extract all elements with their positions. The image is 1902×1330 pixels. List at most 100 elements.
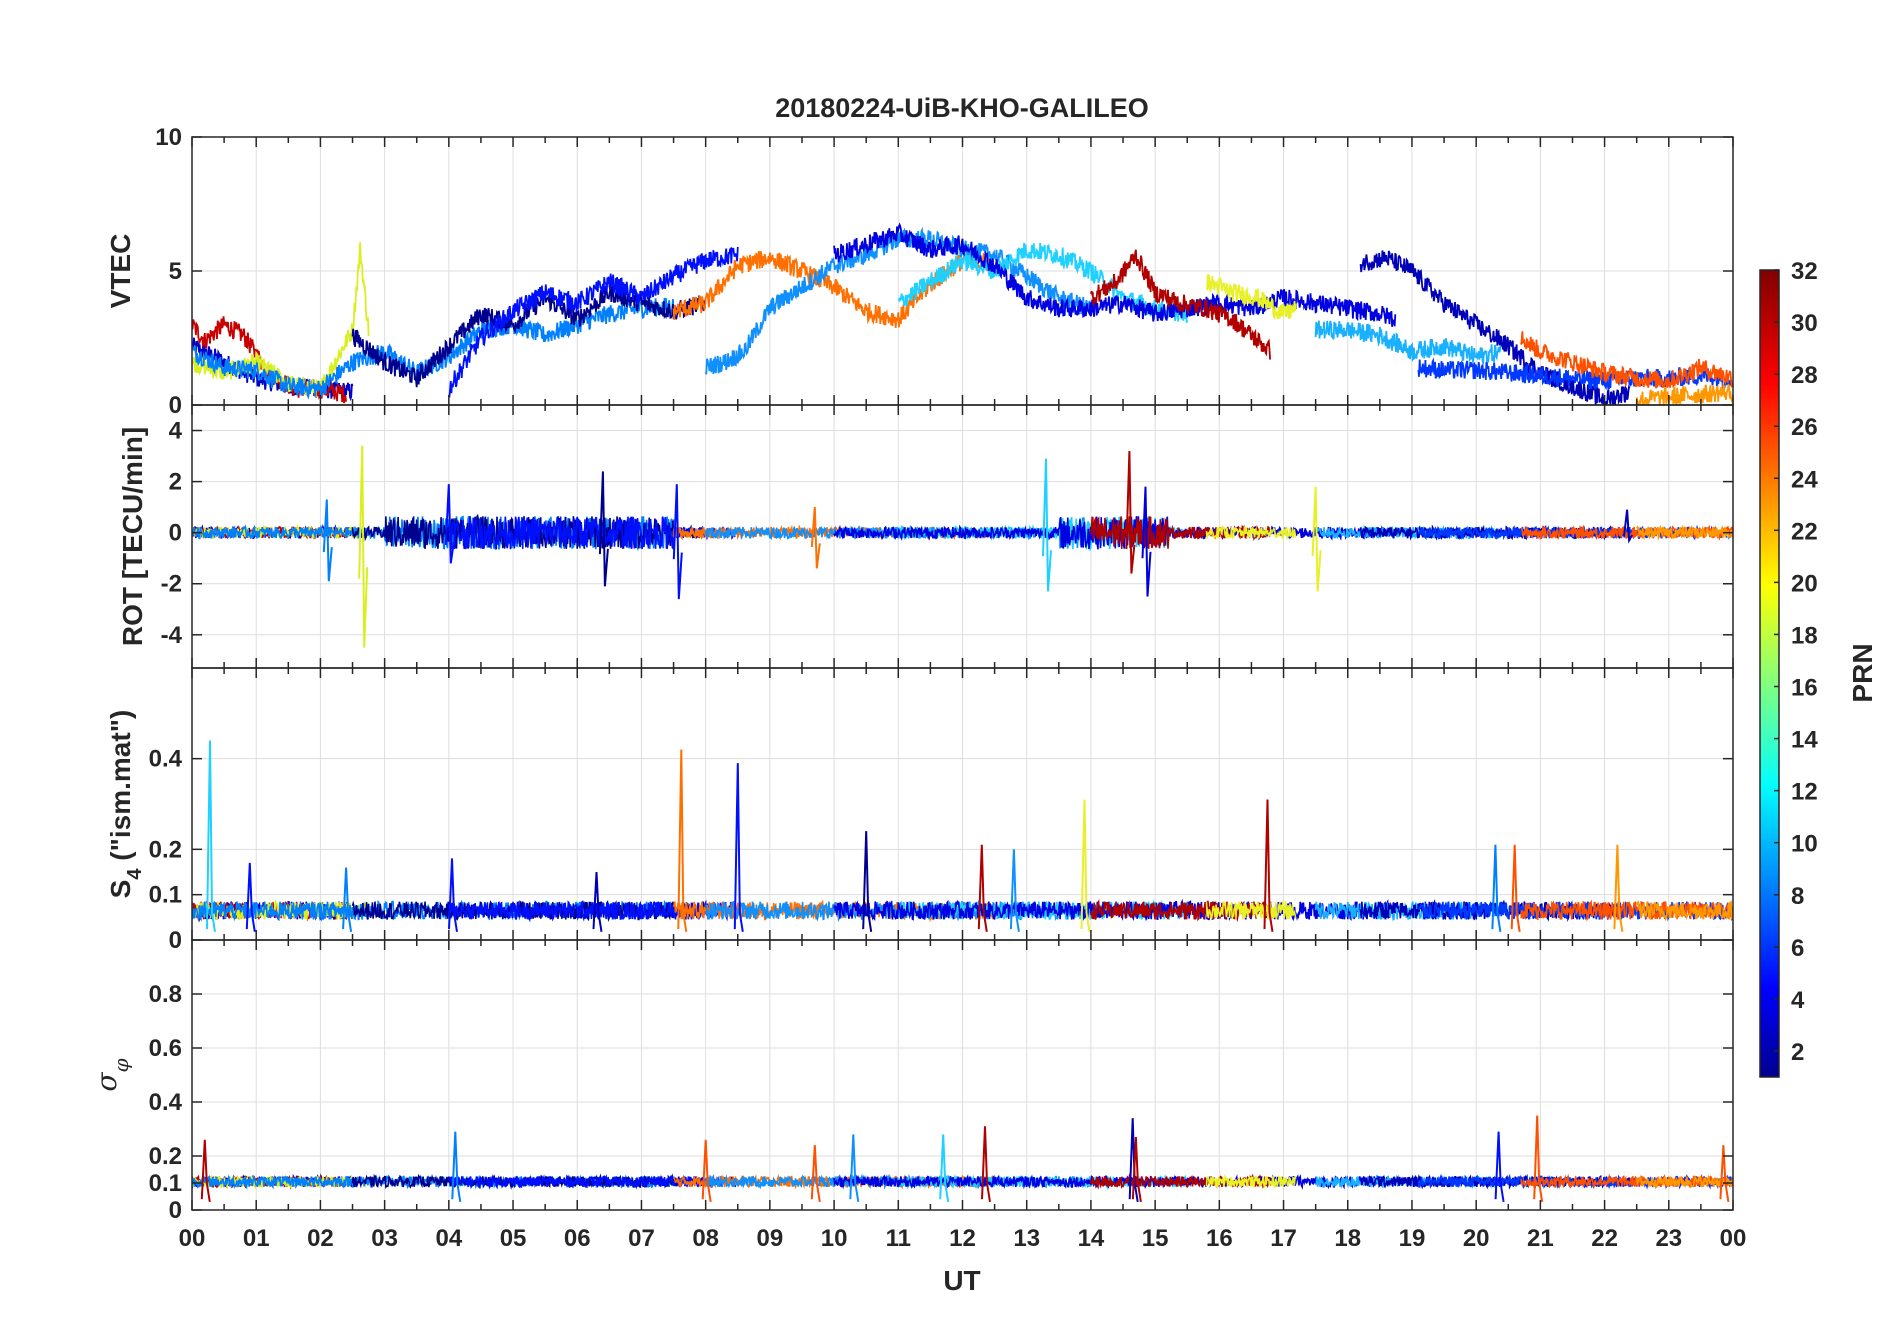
vtec-y-tick-label: 5	[169, 258, 182, 285]
vtec-y-tick-label: 0	[169, 392, 182, 419]
sigma-spike-prn-10	[451, 1131, 462, 1203]
s4-spike-prn-22	[1613, 844, 1624, 932]
sigma-series-prn-20	[1205, 1173, 1297, 1190]
x-tick-label: 23	[1655, 1225, 1682, 1252]
s4-y-tick-label: 0.1	[149, 882, 182, 909]
colorbar-tick-label: 28	[1791, 362, 1818, 389]
s4-series-prn-11	[1314, 900, 1502, 921]
vtec-series-prn-22	[1635, 382, 1733, 405]
rot-spike-prn-19	[358, 445, 369, 648]
rot-spike-prn-10	[322, 499, 333, 582]
sigma-y-tick-label: 0.2	[149, 1143, 182, 1170]
x-tick-label: 00	[179, 1225, 206, 1252]
rot-spike-prn-5	[672, 484, 683, 600]
colorbar-gradient	[1759, 269, 1780, 1078]
x-tick-label: 14	[1078, 1225, 1105, 1252]
colorbar-label: PRN	[1847, 643, 1878, 702]
sigma-series-prn-22	[1635, 1173, 1733, 1189]
sigma-y-tick-label: 0.6	[149, 1035, 182, 1062]
s4-y-tick-label: 0.4	[149, 746, 183, 773]
colorbar-tick-label: 18	[1791, 622, 1818, 649]
colorbar-tick-label: 2	[1791, 1039, 1804, 1066]
sigma-series-group	[192, 1115, 1733, 1203]
x-tick-label: 00	[1720, 1225, 1747, 1252]
sigma-series-prn-25	[1520, 1173, 1733, 1190]
sigma-y-tick-label: 0.4	[149, 1089, 183, 1116]
s4-series-prn-31	[1090, 898, 1271, 923]
sigma-y-tick-label: 0	[169, 1197, 182, 1224]
colorbar-tick-label: 8	[1791, 883, 1804, 910]
rot-spike-prn-31	[1125, 450, 1136, 574]
colorbar-tick-label: 22	[1791, 518, 1818, 545]
x-tick-label: 22	[1591, 1225, 1618, 1252]
s4-spike-prn-5	[448, 858, 458, 932]
colorbar-tick-label: 32	[1791, 258, 1818, 285]
colorbar-tick-label: 30	[1791, 310, 1818, 337]
vtec-series-prn-19	[192, 242, 370, 398]
x-tick-label: 17	[1270, 1225, 1297, 1252]
vtec-series-prn-12	[898, 242, 1189, 323]
s4-spike-prn-9	[1009, 849, 1020, 932]
sigma-spike-prn-31	[1131, 1137, 1142, 1203]
s4-series-prn-4	[833, 898, 1397, 922]
s4-series-prn-2	[351, 899, 707, 923]
x-tick-label: 13	[1013, 1225, 1040, 1252]
sigma-series-prn-4	[833, 1173, 1397, 1190]
vtec-series-prn-2	[351, 284, 707, 388]
rot-spike-prn-3	[1623, 509, 1633, 544]
s4-spike-prn-5	[245, 862, 256, 932]
x-tick-label: 11	[886, 1225, 911, 1252]
vtec-series-prn-11	[1314, 320, 1503, 365]
rot-series-prn-19	[192, 523, 370, 540]
s4-spike-prn-20	[1080, 799, 1091, 932]
sigma-series-prn-7	[1417, 1173, 1733, 1190]
s4-y-tick-label: 0	[169, 927, 182, 954]
sigma-spike-prn-25	[810, 1145, 821, 1203]
s4-spike-prn-5	[733, 763, 744, 932]
sigma-y-axis-label: σφ	[90, 1058, 133, 1091]
x-tick-label: 01	[243, 1225, 270, 1252]
vtec-series-prn-25	[1520, 331, 1733, 389]
rot-y-tick-label: 0	[169, 520, 182, 547]
s4-spike-prn-2	[862, 831, 873, 932]
sigma-spike-prn-31	[981, 1126, 991, 1203]
sigma-spike-prn-9	[849, 1134, 860, 1203]
colorbar-tick-label: 24	[1791, 466, 1818, 493]
vtec-series-group	[192, 222, 1733, 405]
rot-spike-prn-5	[444, 484, 455, 564]
x-tick-label: 09	[757, 1225, 784, 1252]
s4-spike-prn-24	[677, 749, 688, 932]
x-tick-label: 02	[307, 1225, 334, 1252]
rot-series-prn-10	[192, 514, 675, 552]
chart-title: 20180224-UiB-KHO-GALILEO	[775, 93, 1149, 123]
rot-series-prn-20	[1205, 524, 1297, 541]
vtec-series-prn-5	[448, 246, 739, 398]
x-tick-label: 19	[1399, 1225, 1426, 1252]
rot-y-tick-label: -2	[161, 571, 182, 598]
x-tick-label: 07	[628, 1225, 655, 1252]
x-tick-label: 03	[371, 1225, 398, 1252]
colorbar-tick-label: 12	[1791, 779, 1818, 806]
s4-spike-prn-31	[1263, 799, 1274, 932]
vtec-series-prn-20	[1205, 274, 1297, 321]
vtec-y-tick-label: 10	[155, 124, 182, 151]
x-tick-label: 10	[821, 1225, 848, 1252]
sigma-spike-prn-25	[1533, 1115, 1544, 1203]
rot-series-group	[192, 445, 1733, 648]
sigma-spike-prn-31	[200, 1139, 211, 1203]
sigma-y-tick-label: 0.1	[149, 1170, 182, 1197]
vtec-series-prn-4	[833, 222, 1397, 327]
rot-series-prn-22	[1636, 524, 1733, 541]
vtec-y-axis-label: VTEC	[105, 234, 136, 309]
s4-spike-prn-25	[1510, 844, 1521, 932]
x-tick-label: 21	[1527, 1225, 1554, 1252]
colorbar-tick-label: 14	[1791, 727, 1818, 754]
colorbar-tick-label: 4	[1791, 987, 1805, 1014]
sigma-spike-prn-12	[939, 1134, 950, 1203]
s4-series-group	[192, 740, 1733, 932]
rot-y-tick-label: 4	[169, 418, 183, 445]
s4-y-tick-label: 0.2	[149, 836, 182, 863]
